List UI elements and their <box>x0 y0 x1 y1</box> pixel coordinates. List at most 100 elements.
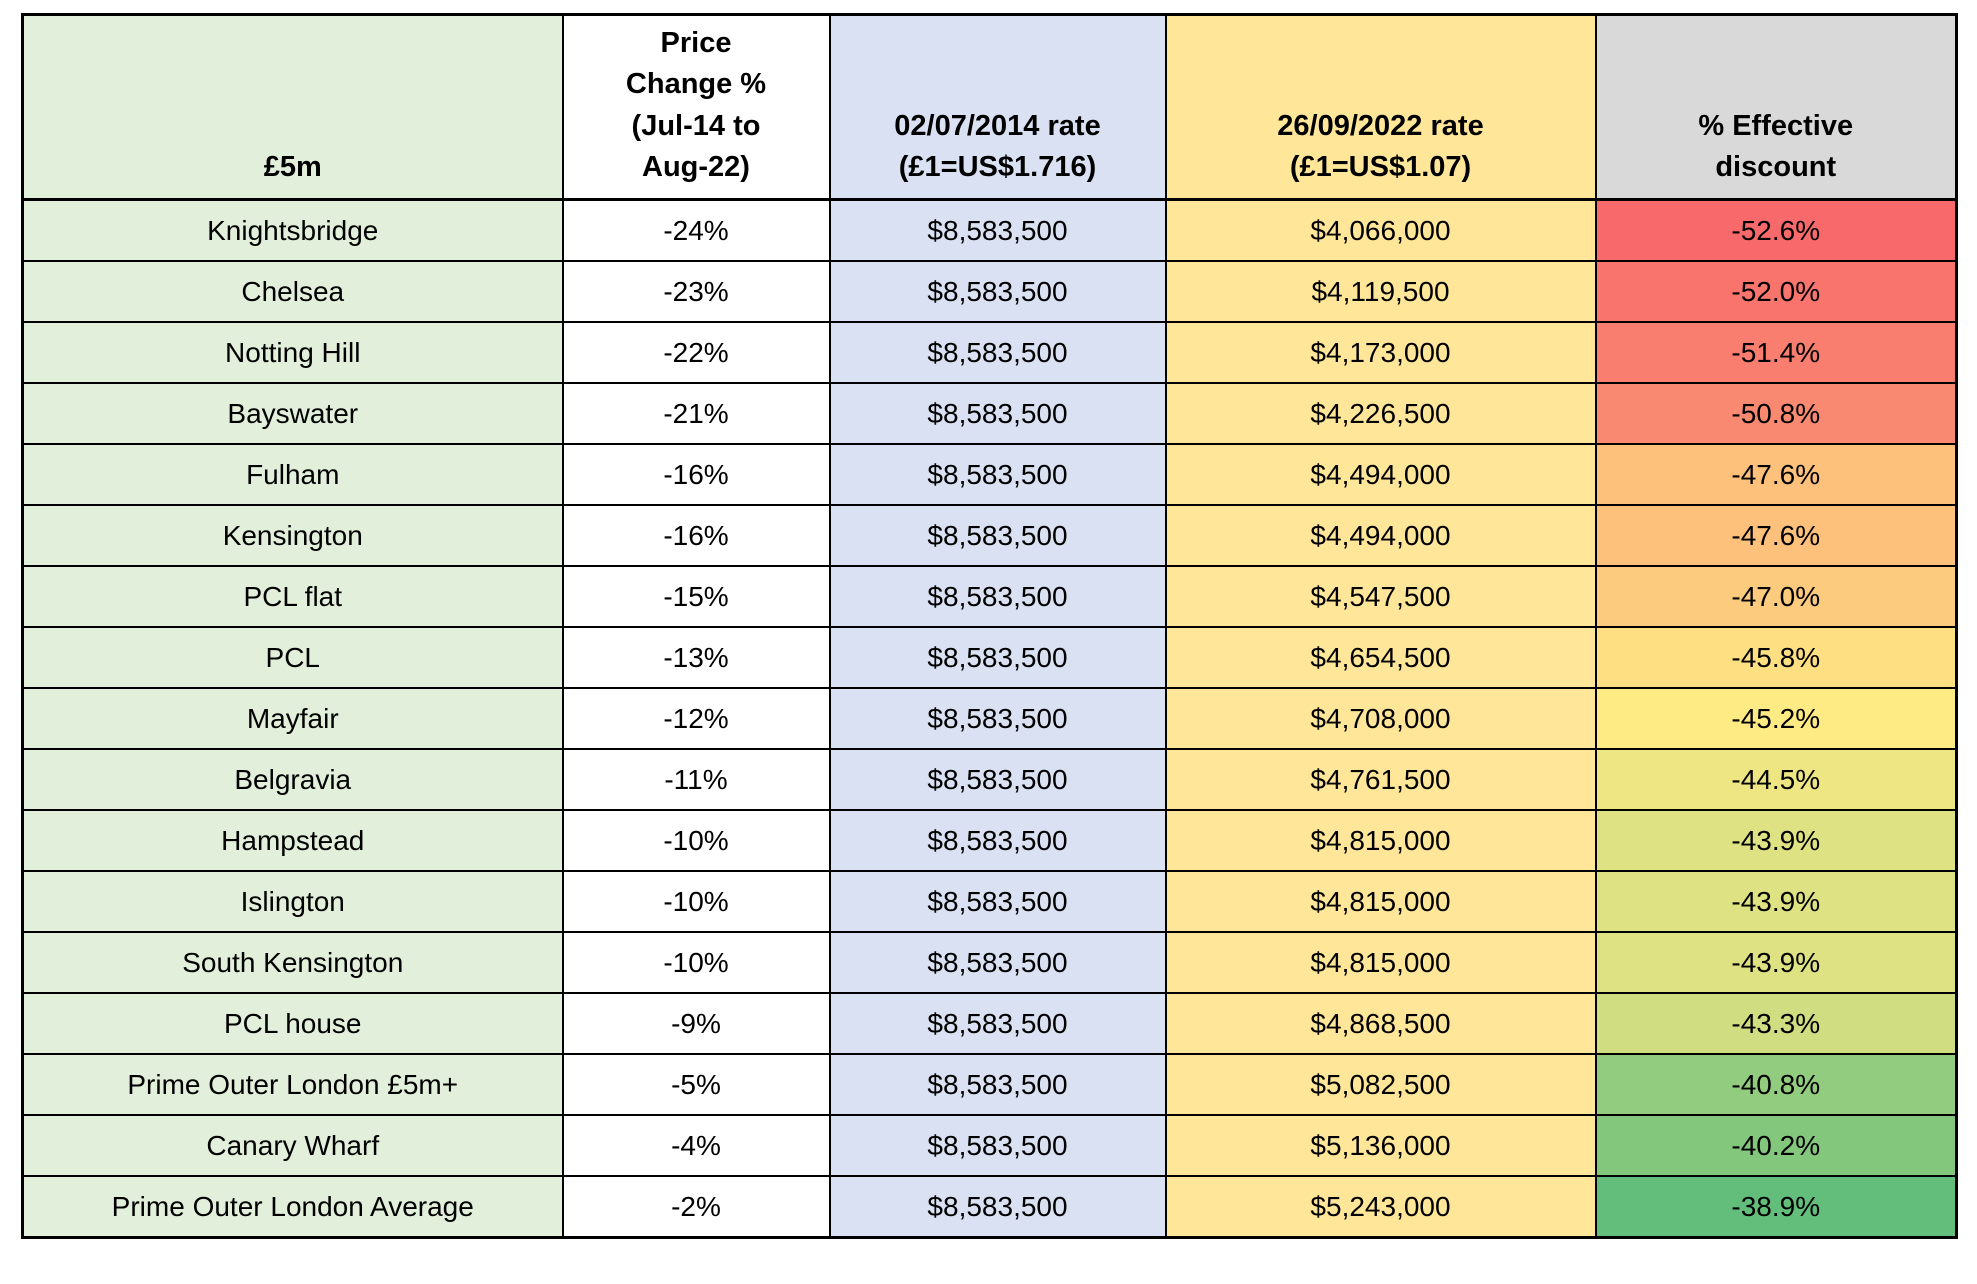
cell-discount: -47.6% <box>1594 443 1958 506</box>
header-rate-2022: 26/09/2022 rate (£1=US$1.07) <box>1164 13 1597 201</box>
cell-change: -10% <box>561 809 831 872</box>
cell-rate2014: $8,583,500 <box>828 992 1167 1055</box>
cell-change: -10% <box>561 931 831 994</box>
cell-discount: -43.3% <box>1594 992 1958 1055</box>
table-row: Canary Wharf -4% $8,583,500 $5,136,000 -40.2… <box>21 1114 1958 1177</box>
table-row: Knightsbridge -24% $8,583,500 $4,066,000 -52… <box>21 198 1958 262</box>
cell-rate2022: $4,494,000 <box>1164 504 1597 567</box>
cell-rate2022: $4,494,000 <box>1164 443 1597 506</box>
cell-area: Belgravia <box>21 748 564 811</box>
header-row: £5m Price Change % (Jul-14 to Aug-22) 02… <box>21 13 1958 201</box>
table-row: Islington -10% $8,583,500 $4,815,000 -43.9% <box>21 870 1958 933</box>
cell-area: Prime Outer London £5m+ <box>21 1053 564 1116</box>
cell-discount: -45.2% <box>1594 687 1958 750</box>
cell-change: -11% <box>561 748 831 811</box>
cell-rate2022: $4,761,500 <box>1164 748 1597 811</box>
cell-discount: -38.9% <box>1594 1175 1958 1239</box>
table-header: £5m Price Change % (Jul-14 to Aug-22) 02… <box>21 13 1958 201</box>
cell-rate2022: $4,547,500 <box>1164 565 1597 628</box>
cell-rate2022: $5,082,500 <box>1164 1053 1597 1116</box>
table-body: Knightsbridge -24% $8,583,500 $4,066,000 -52… <box>21 198 1958 1239</box>
cell-rate2014: $8,583,500 <box>828 443 1167 506</box>
cell-area: Hampstead <box>21 809 564 872</box>
cell-discount: -52.6% <box>1594 198 1958 262</box>
cell-area: Kensington <box>21 504 564 567</box>
cell-change: -16% <box>561 504 831 567</box>
table-row: Kensington -16% $8,583,500 $4,494,000 -47.6% <box>21 504 1958 567</box>
cell-rate2014: $8,583,500 <box>828 626 1167 689</box>
cell-discount: -40.2% <box>1594 1114 1958 1177</box>
cell-discount: -50.8% <box>1594 382 1958 445</box>
cell-change: -2% <box>561 1175 831 1239</box>
cell-area: Knightsbridge <box>21 198 564 262</box>
cell-rate2014: $8,583,500 <box>828 687 1167 750</box>
property-discount-table: £5m Price Change % (Jul-14 to Aug-22) 02… <box>21 13 1958 1239</box>
cell-rate2022: $4,815,000 <box>1164 809 1597 872</box>
table-row: Prime Outer London Average -2% $8,583,500 $… <box>21 1175 1958 1239</box>
cell-area: South Kensington <box>21 931 564 994</box>
cell-rate2014: $8,583,500 <box>828 870 1167 933</box>
cell-rate2022: $4,226,500 <box>1164 382 1597 445</box>
table-row: Prime Outer London £5m+ -5% $8,583,500 $5,0… <box>21 1053 1958 1116</box>
table-row: Belgravia -11% $8,583,500 $4,761,500 -44.5% <box>21 748 1958 811</box>
table-row: PCL flat -15% $8,583,500 $4,547,500 -47.0% <box>21 565 1958 628</box>
cell-area: Bayswater <box>21 382 564 445</box>
cell-change: -23% <box>561 260 831 323</box>
cell-rate2014: $8,583,500 <box>828 1175 1167 1239</box>
cell-rate2014: $8,583,500 <box>828 504 1167 567</box>
cell-change: -4% <box>561 1114 831 1177</box>
table-row: Notting Hill -22% $8,583,500 $4,173,000 -51.… <box>21 321 1958 384</box>
header-effective-discount: % Effective discount <box>1594 13 1958 201</box>
cell-area: PCL flat <box>21 565 564 628</box>
cell-discount: -43.9% <box>1594 931 1958 994</box>
cell-rate2022: $4,815,000 <box>1164 931 1597 994</box>
cell-rate2014: $8,583,500 <box>828 931 1167 994</box>
cell-rate2014: $8,583,500 <box>828 260 1167 323</box>
header-rate-2014: 02/07/2014 rate (£1=US$1.716) <box>828 13 1167 201</box>
cell-change: -16% <box>561 443 831 506</box>
table-row: Bayswater -21% $8,583,500 $4,226,500 -50.8% <box>21 382 1958 445</box>
cell-change: -21% <box>561 382 831 445</box>
cell-rate2014: $8,583,500 <box>828 1114 1167 1177</box>
table-row: Chelsea -23% $8,583,500 $4,119,500 -52.0% <box>21 260 1958 323</box>
cell-area: PCL house <box>21 992 564 1055</box>
table-row: Hampstead -10% $8,583,500 $4,815,000 -43.9% <box>21 809 1958 872</box>
cell-area: Islington <box>21 870 564 933</box>
cell-discount: -43.9% <box>1594 809 1958 872</box>
table-row: Mayfair -12% $8,583,500 $4,708,000 -45.2% <box>21 687 1958 750</box>
cell-area: Canary Wharf <box>21 1114 564 1177</box>
cell-rate2022: $4,708,000 <box>1164 687 1597 750</box>
cell-rate2022: $4,868,500 <box>1164 992 1597 1055</box>
cell-rate2014: $8,583,500 <box>828 565 1167 628</box>
cell-rate2022: $4,066,000 <box>1164 198 1597 262</box>
cell-change: -15% <box>561 565 831 628</box>
cell-rate2014: $8,583,500 <box>828 198 1167 262</box>
cell-rate2022: $5,136,000 <box>1164 1114 1597 1177</box>
cell-discount: -44.5% <box>1594 748 1958 811</box>
header-price-change: Price Change % (Jul-14 to Aug-22) <box>561 13 831 201</box>
cell-rate2022: $4,815,000 <box>1164 870 1597 933</box>
cell-discount: -45.8% <box>1594 626 1958 689</box>
cell-rate2022: $4,119,500 <box>1164 260 1597 323</box>
header-area: £5m <box>21 13 564 201</box>
cell-change: -24% <box>561 198 831 262</box>
cell-change: -13% <box>561 626 831 689</box>
table-row: Fulham -16% $8,583,500 $4,494,000 -47.6% <box>21 443 1958 506</box>
cell-discount: -47.0% <box>1594 565 1958 628</box>
cell-change: -5% <box>561 1053 831 1116</box>
cell-rate2022: $4,654,500 <box>1164 626 1597 689</box>
cell-discount: -47.6% <box>1594 504 1958 567</box>
cell-rate2014: $8,583,500 <box>828 321 1167 384</box>
cell-area: PCL <box>21 626 564 689</box>
cell-discount: -43.9% <box>1594 870 1958 933</box>
cell-area: Fulham <box>21 443 564 506</box>
cell-area: Chelsea <box>21 260 564 323</box>
table-container: £5m Price Change % (Jul-14 to Aug-22) 02… <box>21 13 1958 1239</box>
cell-area: Notting Hill <box>21 321 564 384</box>
cell-change: -10% <box>561 870 831 933</box>
cell-discount: -52.0% <box>1594 260 1958 323</box>
cell-change: -9% <box>561 992 831 1055</box>
cell-rate2022: $5,243,000 <box>1164 1175 1597 1239</box>
table-row: South Kensington -10% $8,583,500 $4,815,000… <box>21 931 1958 994</box>
cell-rate2014: $8,583,500 <box>828 382 1167 445</box>
